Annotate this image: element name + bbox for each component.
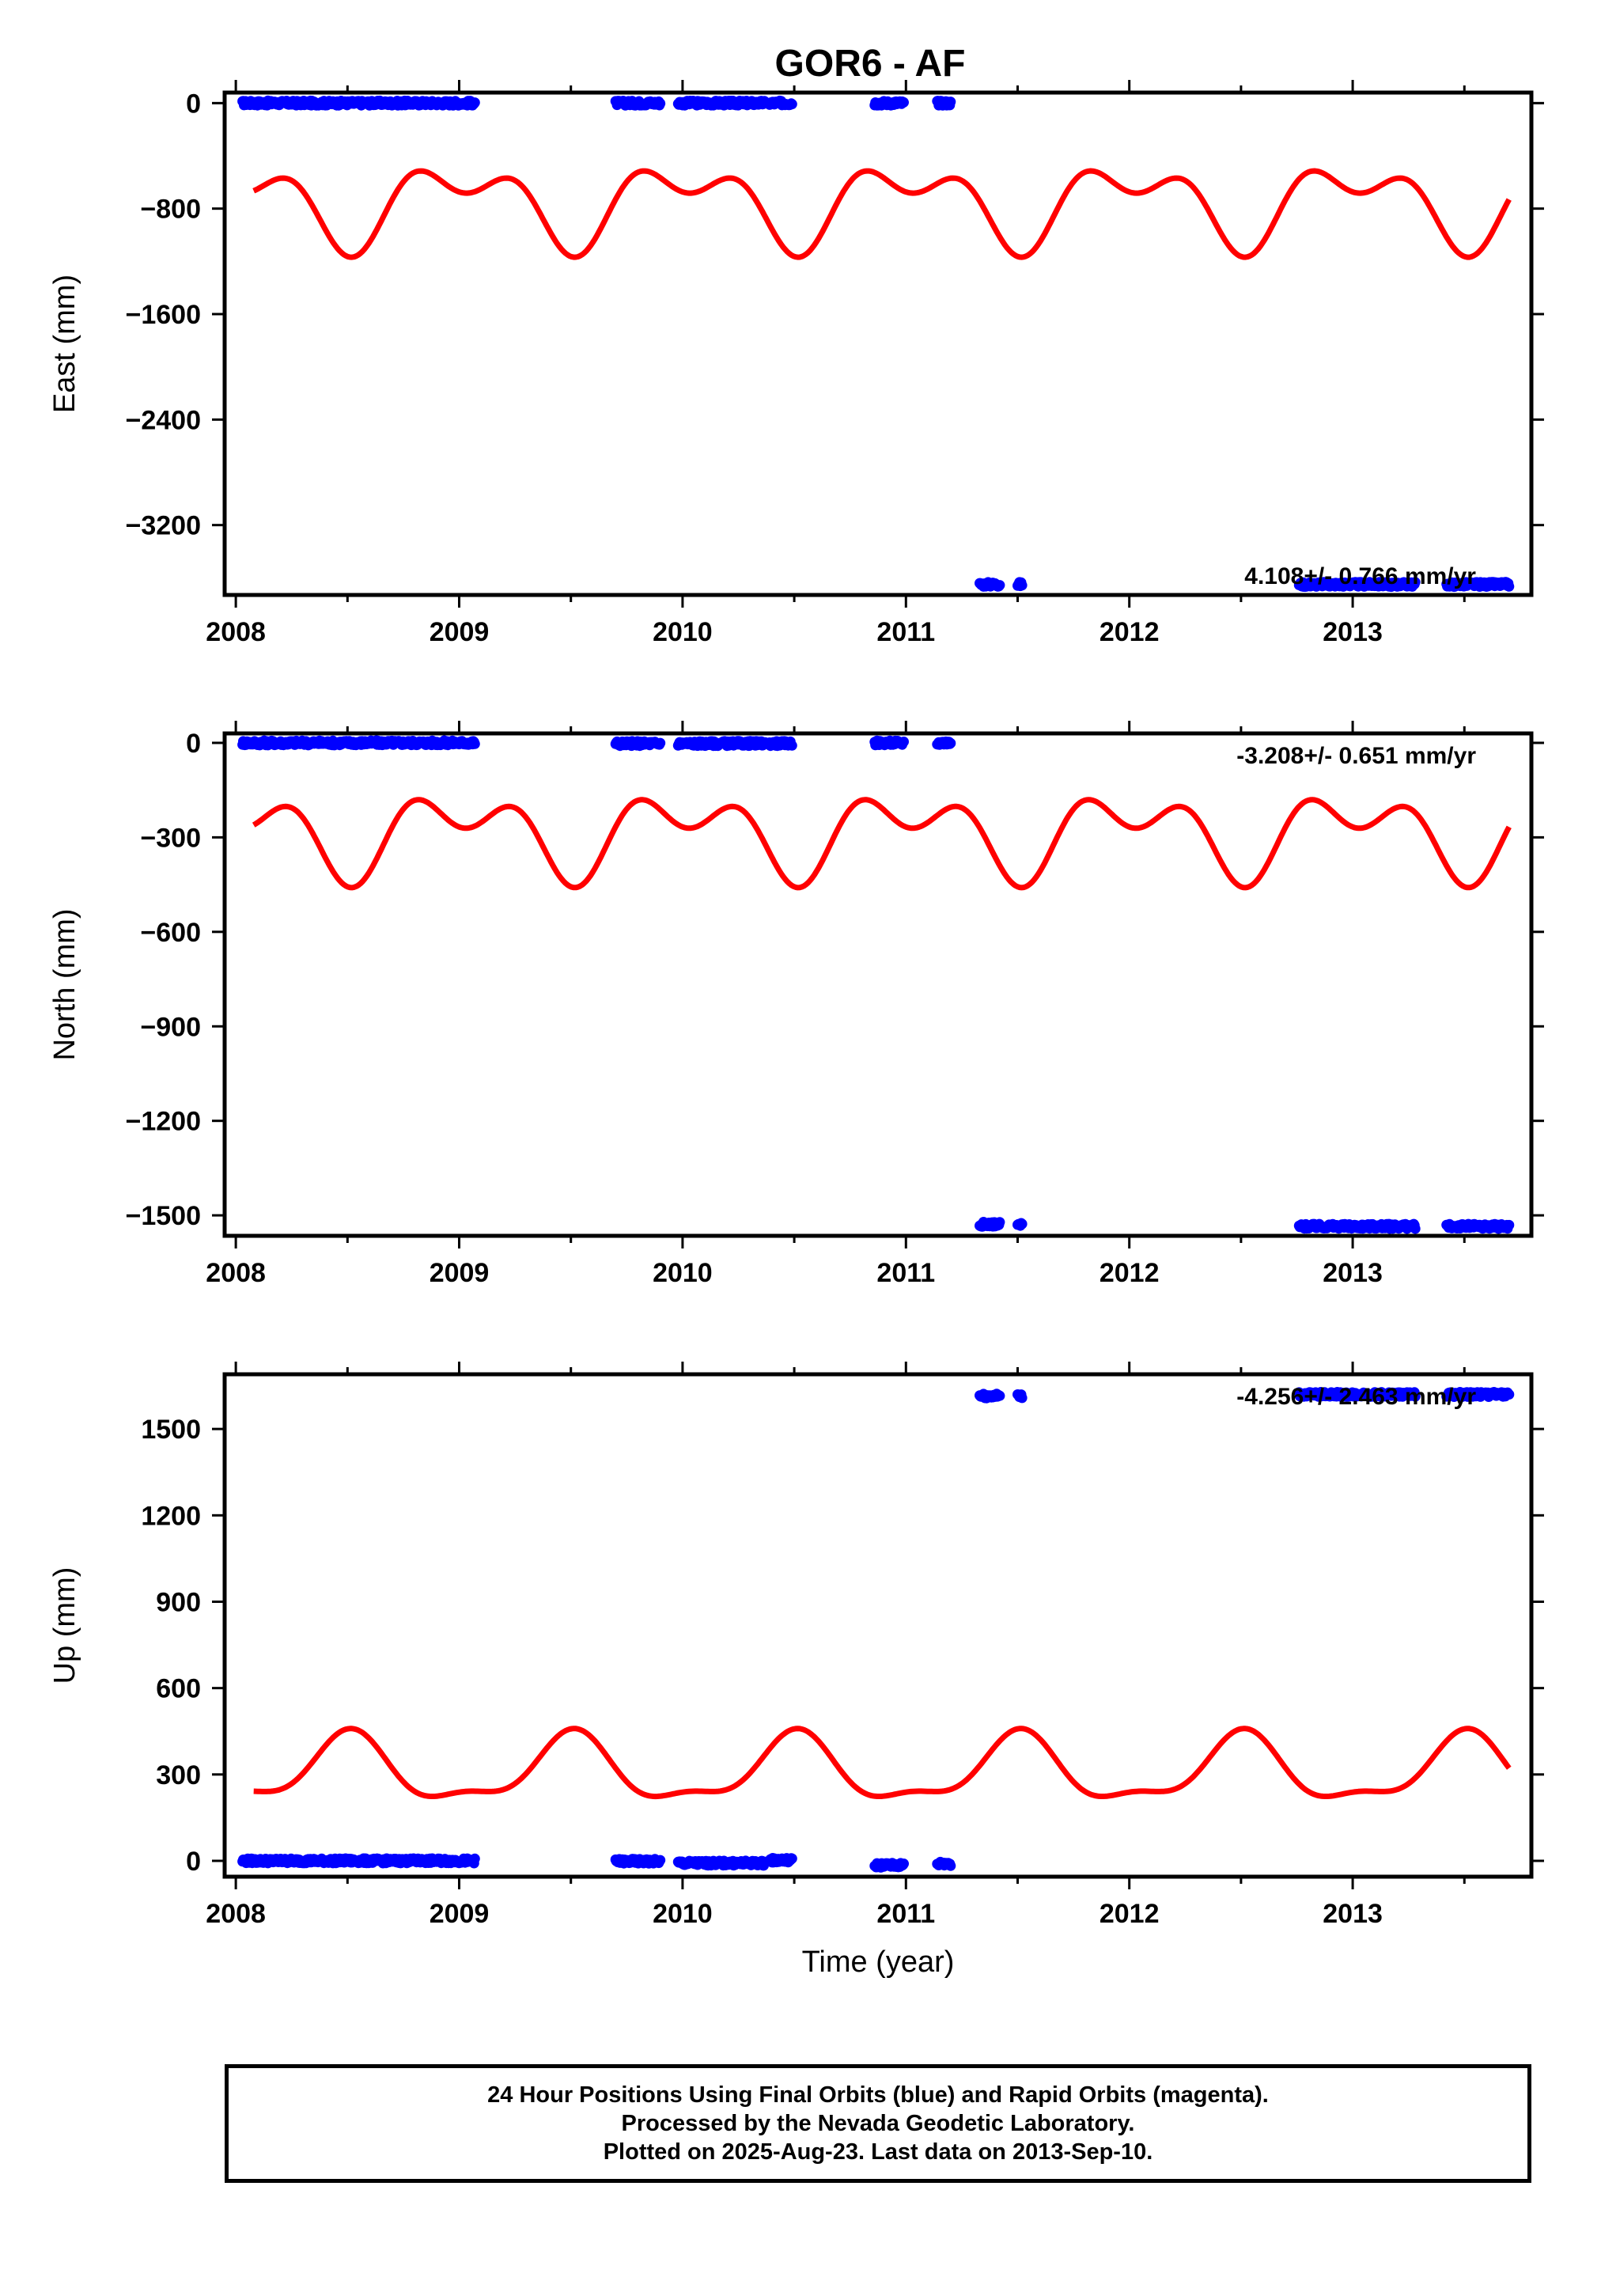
- y-tick-label: −1200: [126, 1107, 202, 1137]
- y-tick-label: −1600: [126, 300, 202, 330]
- data-point: [1410, 577, 1421, 588]
- data-point: [899, 97, 909, 108]
- x-tick-label: 2011: [876, 1899, 935, 1929]
- x-tick-label: 2011: [876, 1258, 935, 1288]
- y-tick-label: −800: [140, 195, 201, 225]
- model-curve: [252, 168, 1512, 260]
- data-point: [945, 1860, 956, 1871]
- y-axis-label: Up (mm): [48, 1567, 81, 1684]
- footer-line-1: 24 Hour Positions Using Final Orbits (bl…: [487, 2082, 1269, 2108]
- data-point: [899, 1858, 909, 1870]
- up-panel: 2008 2009 2010 2011 2012 2013 0 300 600 900 1200 15…: [48, 1362, 1544, 1929]
- y-tick-label: −600: [140, 918, 201, 948]
- data-point: [786, 99, 797, 110]
- data-point: [786, 740, 797, 751]
- data-point: [469, 1853, 480, 1864]
- data-point: [1504, 1389, 1515, 1400]
- y-tick-label: −300: [140, 823, 201, 853]
- x-tick-label: 2009: [430, 617, 490, 647]
- footer-line-2: Processed by the Nevada Geodetic Laborat…: [621, 2111, 1135, 2136]
- velocity-label: -4.256+/- 2.463 mm/yr: [1236, 1384, 1476, 1410]
- footer-box: 24 Hour Positions Using Final Orbits (bl…: [225, 2064, 1531, 2183]
- data-points: [237, 735, 1515, 1234]
- data-point: [655, 98, 666, 109]
- x-tick-label: 2008: [206, 617, 266, 647]
- data-point: [994, 1390, 1005, 1401]
- x-axis-label: Time (year): [802, 1946, 955, 1979]
- plot-frame: [222, 731, 1534, 1238]
- y-tick-label: 1500: [141, 1415, 201, 1445]
- north-panel: 2008 2009 2010 2011 2012 2013 0 −300 −600 −900 −12…: [48, 721, 1544, 1288]
- model-curve: [252, 797, 1512, 891]
- east-panel: 2008 2009 2010 2011 2012 2013 0 −800 −1600 −2400 −…: [48, 80, 1544, 647]
- y-tick-label: 300: [156, 1760, 201, 1790]
- data-point: [1504, 1219, 1515, 1230]
- data-point: [945, 737, 956, 748]
- data-points: [237, 1387, 1515, 1873]
- data-point: [655, 737, 666, 748]
- y-tick-label: −1500: [126, 1201, 202, 1231]
- data-point: [994, 1217, 1005, 1228]
- plot-frame: [222, 90, 1534, 597]
- data-point: [1016, 1392, 1028, 1404]
- data-points: [237, 95, 1515, 593]
- data-point: [945, 97, 956, 108]
- x-tick-label: 2010: [653, 1258, 713, 1288]
- x-tick-label: 2011: [876, 617, 935, 647]
- x-tick-label: 2013: [1323, 1258, 1383, 1288]
- data-point: [1016, 1218, 1028, 1229]
- x-tick-label: 2013: [1323, 1899, 1383, 1929]
- data-point: [469, 738, 480, 749]
- data-point: [786, 1853, 797, 1864]
- y-tick-label: 600: [156, 1674, 201, 1704]
- data-point: [899, 737, 909, 747]
- x-tick-label: 2010: [653, 1899, 713, 1929]
- data-point: [1410, 1223, 1421, 1234]
- y-tick-label: 900: [156, 1587, 201, 1617]
- y-tick-label: −3200: [126, 511, 202, 541]
- velocity-label: 4.108+/- 0.766 mm/yr: [1244, 563, 1476, 589]
- x-tick-label: 2012: [1100, 1258, 1160, 1288]
- y-tick-label: 0: [186, 1847, 201, 1877]
- y-axis-label: East (mm): [48, 275, 81, 413]
- x-tick-label: 2009: [430, 1258, 490, 1288]
- y-tick-label: −2400: [126, 405, 202, 435]
- x-tick-label: 2009: [430, 1899, 490, 1929]
- data-point: [1016, 580, 1028, 591]
- x-tick-label: 2012: [1100, 1899, 1160, 1929]
- x-tick-label: 2008: [206, 1899, 266, 1929]
- y-tick-label: 0: [186, 729, 201, 759]
- data-point: [1410, 1391, 1421, 1402]
- footer-line-3: Plotted on 2025-Aug-23. Last data on 201…: [603, 2139, 1153, 2165]
- x-tick-label: 2012: [1100, 617, 1160, 647]
- data-point: [655, 1855, 666, 1866]
- x-tick-label: 2010: [653, 617, 713, 647]
- x-tick-label: 2008: [206, 1258, 266, 1288]
- y-tick-label: −900: [140, 1012, 201, 1042]
- model-curve: [252, 1726, 1512, 1800]
- velocity-label: -3.208+/- 0.651 mm/yr: [1236, 743, 1476, 769]
- chart-title: GOR6 - AF: [775, 43, 966, 85]
- x-tick-label: 2013: [1323, 617, 1383, 647]
- y-tick-label: 0: [186, 89, 201, 119]
- y-tick-label: 1200: [141, 1501, 201, 1531]
- data-point: [994, 580, 1005, 591]
- plot-frame: [222, 1372, 1534, 1879]
- data-point: [469, 97, 480, 108]
- y-axis-label: North (mm): [48, 908, 81, 1060]
- data-point: [1504, 581, 1515, 592]
